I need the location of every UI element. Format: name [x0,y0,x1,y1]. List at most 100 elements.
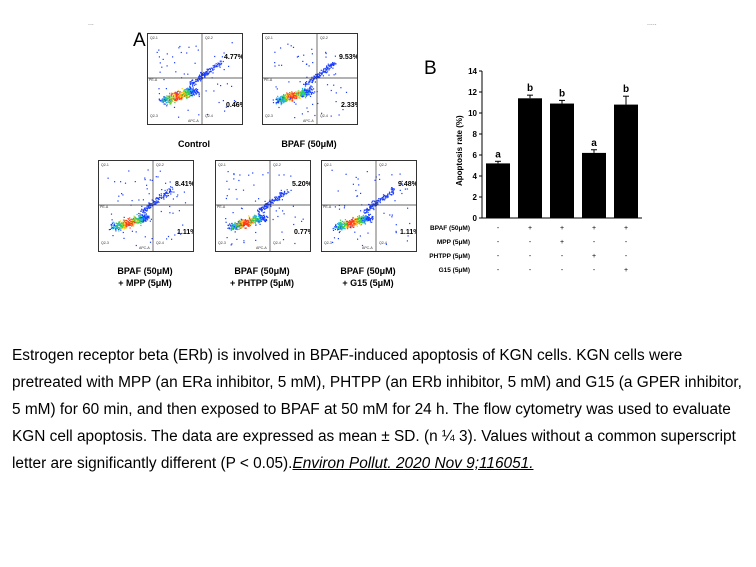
flow-event-dot [370,217,372,219]
flow-event-dot [263,207,265,209]
flow-event-dot [169,95,171,97]
flow-event-dot [261,208,263,210]
flow-event-dot [290,93,292,95]
flow-event-dot [333,64,335,66]
flow-event-dot [286,93,289,95]
flow-event-dot [352,220,354,222]
dot-plot-caption-line: BPAF (50μM) [340,266,396,276]
flow-event-dot [263,214,265,216]
flow-event-dot [240,227,242,229]
flow-event-dot [159,170,161,172]
flow-event-dot [148,217,150,219]
flow-event-dot [155,176,157,178]
flow-event-dot [341,220,343,222]
flow-event-dot [259,219,261,221]
flow-event-dot [167,235,170,238]
flow-event-dot [267,202,269,204]
flow-event-dot [301,90,303,92]
flow-event-dot [140,216,142,218]
flow-event-dot [339,227,341,229]
flow-event-dot [376,203,378,205]
flow-event-dot [355,220,357,222]
flow-event-dot [332,62,334,64]
flow-event-dot [240,218,242,220]
flow-event-dot [182,95,184,97]
flow-event-dot [132,224,134,226]
flow-event-dot [188,92,190,94]
flow-event-dot [225,221,227,223]
flow-event-dot [185,89,187,91]
flow-event-dot [205,70,208,73]
flow-event-dot [161,196,163,198]
flow-event-dot [285,100,287,102]
flow-event-dot [362,214,364,216]
flow-event-dot [339,219,342,221]
flow-event-dot [304,89,306,91]
flow-event-dot [176,196,178,198]
flow-event-dot [164,103,166,105]
flow-event-dot [170,101,172,103]
treatment-sign: - [496,267,500,274]
flow-event-dot [242,189,245,191]
flow-event-dot [149,203,152,205]
flow-event-dot [370,205,372,207]
flow-event-dot [313,76,315,78]
flow-event-dot [166,191,168,193]
flow-event-dot [142,218,144,220]
flow-event-dot [153,204,155,206]
flow-event-dot [285,94,287,96]
flow-event-dot [236,198,238,200]
flow-event-dot [190,91,192,93]
flow-event-dot [167,192,169,194]
quadrant-label: Q2-4 [156,241,164,245]
flow-event-dot [281,195,283,198]
citation-link[interactable]: Environ Pollut. 2020 Nov 9;116051. [292,455,534,472]
flow-event-dot [183,94,185,96]
flow-event-dot [342,223,344,226]
flow-event-dot [274,196,276,198]
flow-event-dot [220,85,222,87]
flow-event-dot [119,220,122,222]
flow-event-dot [175,92,177,94]
flow-event-dot [144,177,146,179]
treatment-sign: + [623,267,629,274]
flow-event-dot [133,218,135,220]
flow-event-dot [368,217,370,219]
flow-event-dot [319,72,321,74]
flow-event-dot [391,214,393,216]
flow-event-dot [135,244,137,247]
flow-event-dot [140,217,142,219]
flow-event-dot [312,103,314,105]
flow-event-dot [372,216,374,218]
flow-event-dot [135,231,137,233]
flow-event-dot [195,83,197,85]
flow-event-dot [377,203,379,205]
flow-event-dot [179,45,181,48]
flow-event-dot [309,79,311,81]
flow-event-dot [137,219,139,221]
x-axis-title: APC-A [139,246,150,250]
flow-event-dot [401,192,403,195]
flow-event-dot [341,224,343,226]
flow-event-dot [143,216,145,218]
flow-event-dot [285,193,287,195]
flow-event-dot [279,100,281,102]
flow-event-dot [409,222,411,225]
flow-event-dot [159,100,161,102]
flow-event-dot [347,226,349,228]
flow-event-dot [187,109,189,111]
flow-event-dot [356,221,358,223]
flow-event-dot [235,101,237,103]
flow-event-dot [119,223,121,226]
flow-event-dot [286,189,288,191]
flow-event-dot [369,221,372,223]
flow-event-dot [371,203,373,205]
flow-event-dot [133,223,135,225]
flow-event-dot [113,222,115,224]
flow-event-dot [192,93,194,95]
flow-event-dot [169,189,171,191]
flow-event-dot [266,206,268,208]
significance-letter: a [495,149,501,160]
flow-event-dot [132,221,134,223]
flow-event-dot [368,203,370,206]
